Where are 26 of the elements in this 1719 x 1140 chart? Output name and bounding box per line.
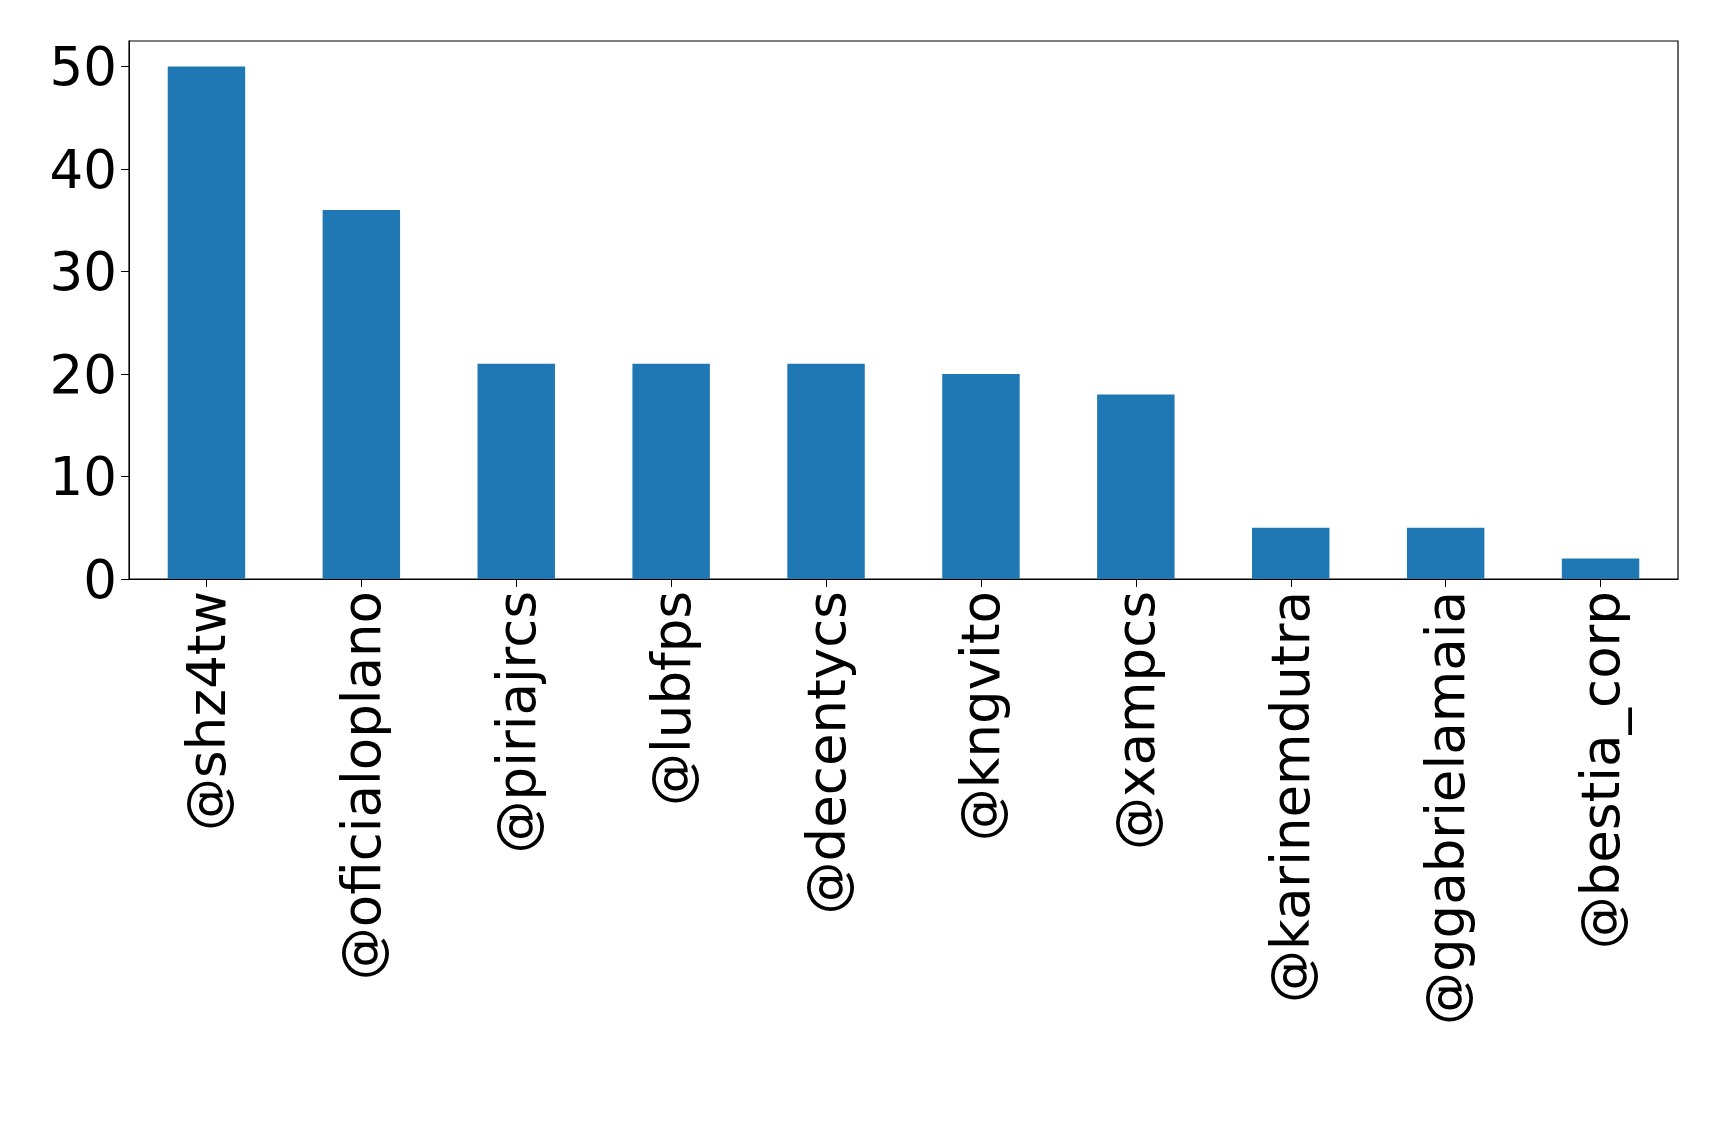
x-tick-label: @kngvito: [950, 591, 1012, 842]
y-tick-label: 30: [49, 241, 117, 303]
bar: [1561, 558, 1640, 579]
x-tick-label: @ggabrielamaia: [1415, 591, 1477, 1026]
x-tick-label: @decentycs: [795, 591, 857, 915]
x-tick-label: @piriajrcs: [485, 591, 547, 854]
bar: [1097, 394, 1175, 579]
bar: [1406, 527, 1485, 579]
bar: [942, 374, 1020, 579]
x-tick-label: @lubfps: [640, 591, 702, 806]
x-tick-label: @karinemdutra: [1260, 591, 1322, 1003]
x-tick-label: @shz4tw: [175, 591, 237, 831]
x-tick-label: @oficialoplano: [330, 591, 392, 981]
bar: [477, 363, 555, 579]
y-tick-label: 40: [49, 138, 117, 200]
bar: [167, 66, 246, 579]
y-tick-label: 20: [49, 343, 117, 405]
bar: [632, 363, 710, 579]
bar: [1252, 527, 1330, 579]
bar: [787, 363, 865, 579]
y-tick-label: 50: [49, 36, 117, 98]
y-tick-label: 10: [49, 446, 117, 508]
x-tick-label: @xampcs: [1105, 591, 1167, 850]
y-tick-label: 0: [83, 548, 117, 610]
x-tick-label: @bestia_corp: [1570, 591, 1633, 950]
bar: [322, 210, 401, 579]
